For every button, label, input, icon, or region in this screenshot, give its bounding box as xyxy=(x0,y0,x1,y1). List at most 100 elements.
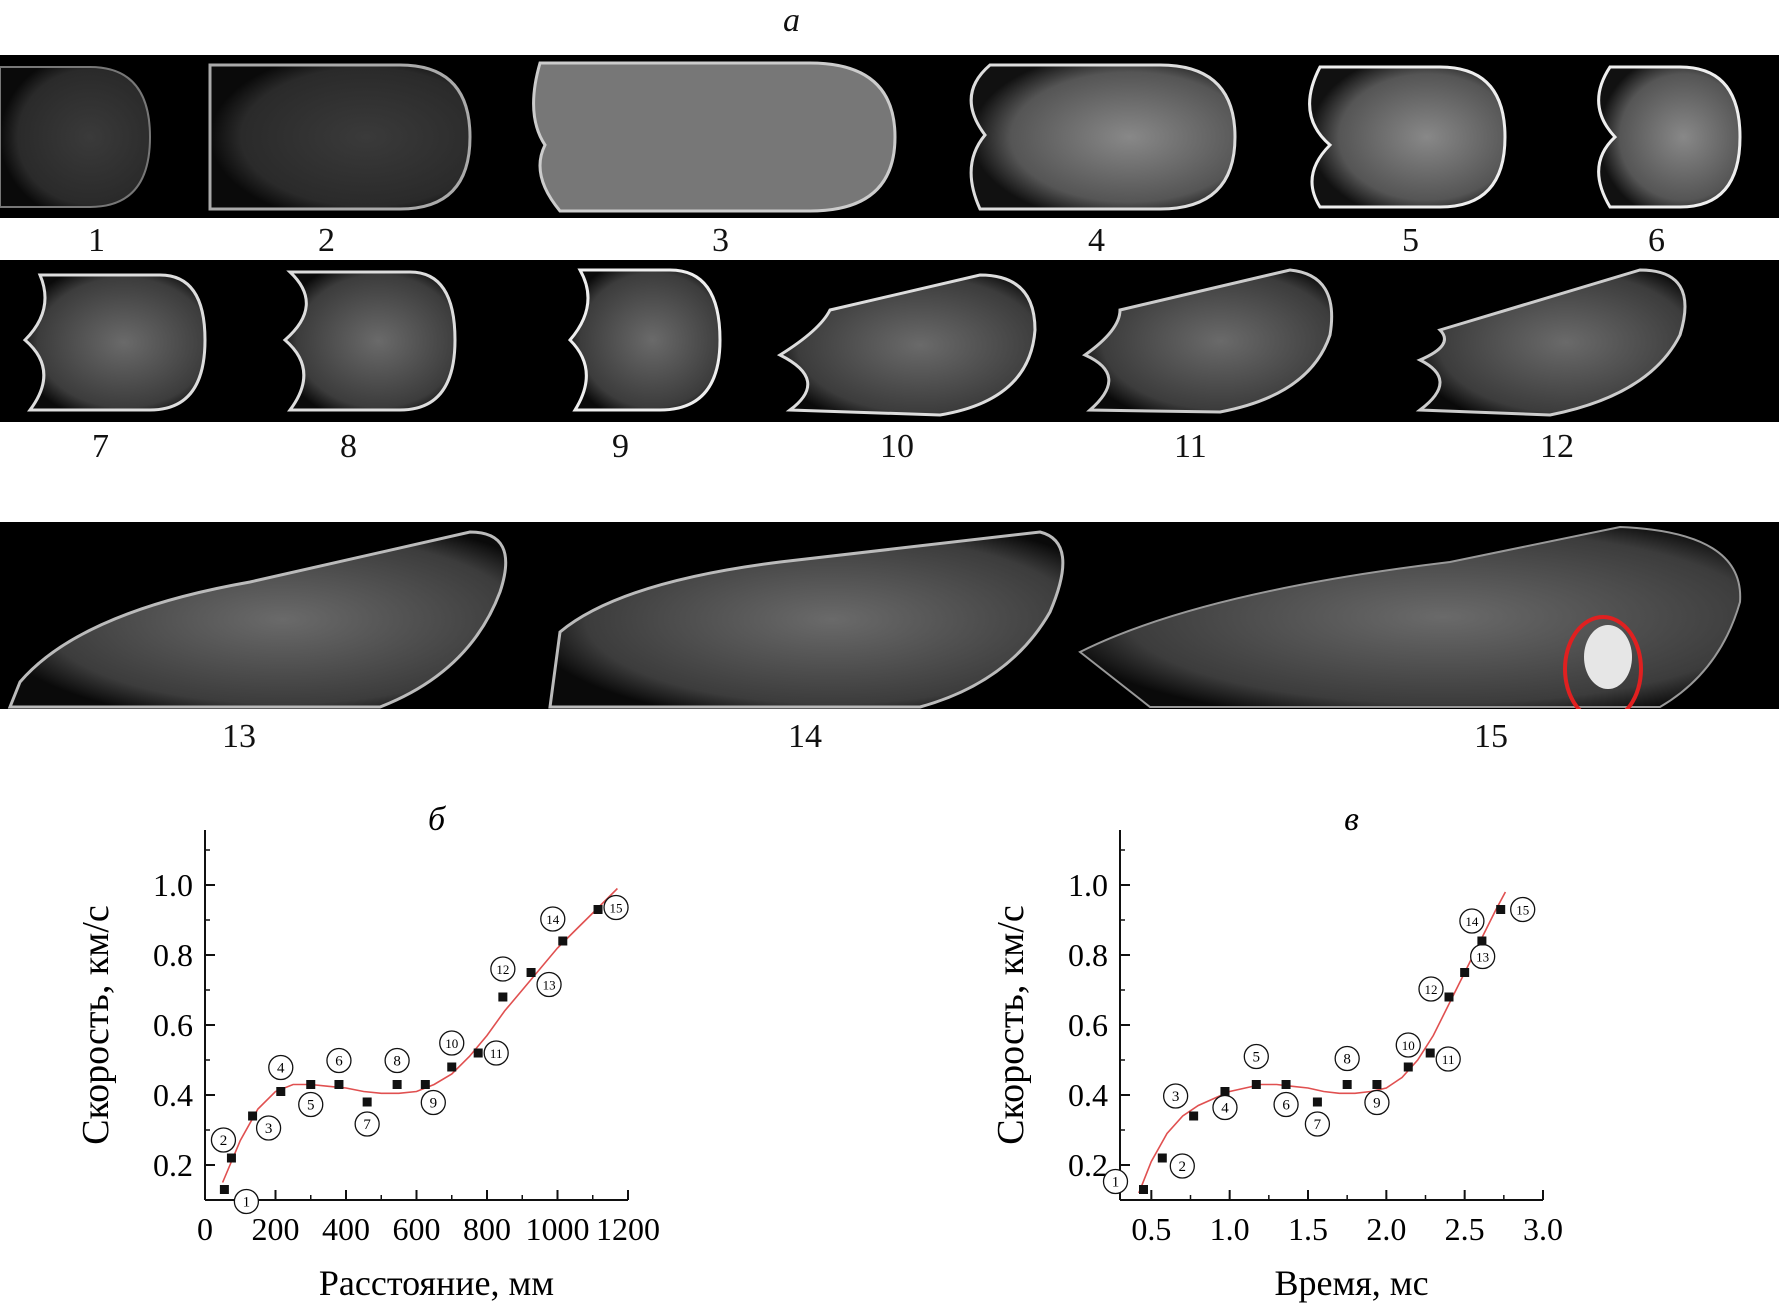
data-point xyxy=(1189,1111,1199,1121)
point-label: 3 xyxy=(1172,1089,1180,1105)
frame-label: 8 xyxy=(340,428,357,465)
point-label-circle xyxy=(490,956,516,982)
data-point xyxy=(1342,1080,1352,1089)
point-label-circle xyxy=(354,1111,380,1137)
data-point xyxy=(334,1080,344,1089)
frame-label: 2 xyxy=(318,222,335,259)
point-label: 8 xyxy=(393,1054,401,1070)
data-point xyxy=(226,1153,236,1163)
point-label: 10 xyxy=(445,1036,458,1051)
point-label: 11 xyxy=(490,1046,503,1061)
point-label-circle xyxy=(255,1115,282,1141)
point-label: 8 xyxy=(1343,1052,1351,1068)
x-tick-label: 400 xyxy=(322,1211,370,1247)
point-label: 12 xyxy=(496,962,509,977)
data-point xyxy=(392,1080,402,1089)
frame-label: 15 xyxy=(1474,718,1508,755)
y-tick-label: 0.2 xyxy=(153,1147,193,1183)
data-point xyxy=(1477,936,1487,946)
frame-label: 1 xyxy=(88,222,105,259)
x-tick-label: 200 xyxy=(252,1211,300,1247)
point-label-circle xyxy=(540,906,566,932)
x-tick-label: 1200 xyxy=(596,1211,660,1247)
y-tick-label: 0.4 xyxy=(1068,1077,1108,1113)
data-point xyxy=(276,1087,286,1096)
x-axis-label: Расстояние, мм xyxy=(319,1263,554,1303)
point-label: 11 xyxy=(1442,1052,1455,1067)
point-label: 15 xyxy=(610,901,623,916)
point-label: 15 xyxy=(1516,903,1529,918)
data-point xyxy=(558,936,568,946)
data-point xyxy=(420,1080,430,1089)
point-label: 5 xyxy=(1253,1050,1261,1066)
point-label: 7 xyxy=(1314,1117,1322,1133)
point-label-circle xyxy=(298,1091,324,1118)
x-tick-label: 0 xyxy=(197,1211,213,1247)
data-point xyxy=(1496,905,1506,914)
x-tick-label: 0.5 xyxy=(1131,1211,1171,1247)
point-label: 7 xyxy=(363,1117,371,1133)
data-point xyxy=(1425,1048,1435,1058)
point-label-circle xyxy=(1364,1089,1390,1116)
data-point xyxy=(1139,1185,1148,1194)
data-point xyxy=(526,968,536,977)
data-point xyxy=(1251,1080,1261,1089)
x-tick-label: 2.0 xyxy=(1366,1211,1406,1247)
point-label-circle xyxy=(1162,1083,1189,1109)
droplet-images-row-2 xyxy=(22,268,1687,417)
point-label-circle xyxy=(483,1040,509,1066)
frame-label: 3 xyxy=(712,222,729,259)
fit-curve xyxy=(221,887,618,1183)
y-tick-label: 1.0 xyxy=(153,867,193,903)
point-label-circle xyxy=(326,1047,352,1074)
highlight-ellipse xyxy=(1563,615,1643,709)
data-point xyxy=(1460,968,1470,977)
droplet-images-row-1 xyxy=(0,61,1742,213)
x-tick-label: 1.5 xyxy=(1288,1211,1328,1247)
point-label-circle xyxy=(1169,1153,1195,1179)
y-axis-label: Скорость, км/с xyxy=(75,905,117,1145)
x-tick-label: 1.0 xyxy=(1210,1211,1250,1247)
point-label: 1 xyxy=(243,1195,251,1211)
point-label: 2 xyxy=(220,1133,228,1149)
point-label: 6 xyxy=(335,1054,343,1070)
data-point xyxy=(593,905,603,914)
point-label-circle xyxy=(1304,1111,1331,1137)
frame-label: 4 xyxy=(1088,222,1105,259)
point-label-circle xyxy=(1459,908,1485,934)
point-label: 9 xyxy=(1373,1096,1381,1112)
point-label: 4 xyxy=(1221,1101,1229,1117)
frame-label: 7 xyxy=(92,428,109,465)
data-point xyxy=(473,1048,483,1058)
y-tick-label: 0.8 xyxy=(153,937,193,973)
point-label: 5 xyxy=(307,1098,315,1114)
data-point xyxy=(1220,1087,1230,1096)
y-tick-label: 0.6 xyxy=(1068,1007,1108,1043)
data-point xyxy=(306,1080,316,1089)
y-tick-label: 0.4 xyxy=(153,1077,193,1113)
point-label: 13 xyxy=(1476,950,1489,965)
point-label-circle xyxy=(1243,1043,1269,1070)
frame-label: 11 xyxy=(1174,428,1207,465)
point-label-circle xyxy=(603,894,629,921)
point-label-circle xyxy=(210,1127,237,1153)
y-tick-label: 0.2 xyxy=(1068,1147,1108,1183)
point-label-circle xyxy=(1395,1032,1421,1058)
point-label: 14 xyxy=(546,912,560,927)
point-label: 1 xyxy=(1112,1175,1120,1191)
point-label-circle xyxy=(1418,976,1444,1002)
data-point xyxy=(1281,1080,1291,1089)
data-point xyxy=(1403,1062,1413,1072)
point-label-circle xyxy=(268,1054,294,1081)
point-label-circle xyxy=(439,1030,465,1056)
data-point xyxy=(219,1185,229,1194)
point-label-circle xyxy=(1435,1046,1461,1072)
data-point xyxy=(1312,1097,1322,1107)
x-tick-label: 800 xyxy=(463,1211,511,1247)
point-label: 14 xyxy=(1465,914,1479,929)
point-label: 10 xyxy=(1402,1038,1415,1053)
frame-label: 9 xyxy=(612,428,629,465)
point-label-circle xyxy=(384,1047,410,1074)
point-label-circle xyxy=(233,1188,260,1215)
x-axis-label: Время, мс xyxy=(1274,1263,1428,1303)
